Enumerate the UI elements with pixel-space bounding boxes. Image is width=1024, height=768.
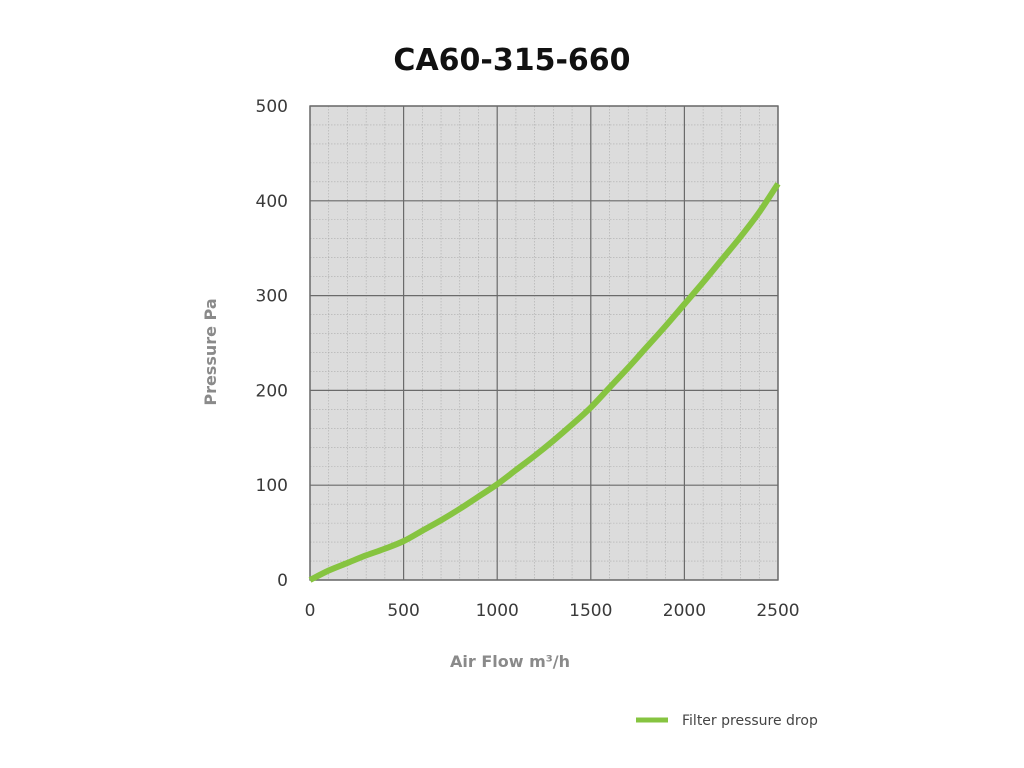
x-axis-ticks: 0 500 1000 1500 2000 2500 xyxy=(305,601,800,621)
x-axis-label: Air Flow m³/h xyxy=(450,652,570,671)
x-tick-label: 1000 xyxy=(476,601,519,621)
x-tick-label: 0 xyxy=(305,601,316,621)
y-axis-ticks: 0 100 200 300 400 500 xyxy=(256,97,288,591)
y-tick-label: 100 xyxy=(256,476,288,496)
x-tick-label: 2000 xyxy=(663,601,706,621)
plot-border xyxy=(309,105,779,581)
series-line-filter-pressure-drop xyxy=(308,182,781,583)
legend: Filter pressure drop xyxy=(636,713,818,729)
legend-label: Filter pressure drop xyxy=(682,713,818,729)
y-tick-label: 500 xyxy=(256,97,288,117)
y-axis-label: Pressure Pa xyxy=(201,298,220,405)
plot-area xyxy=(308,105,781,583)
chart-title: CA60-315-660 xyxy=(393,43,630,78)
y-tick-label: 300 xyxy=(256,287,288,307)
minor-grid xyxy=(310,106,778,580)
plot-background xyxy=(310,106,778,580)
x-tick-label: 500 xyxy=(387,601,419,621)
x-tick-label: 1500 xyxy=(569,601,612,621)
y-tick-label: 200 xyxy=(256,381,288,401)
x-tick-label: 2500 xyxy=(756,601,799,621)
y-tick-label: 0 xyxy=(277,571,288,591)
y-tick-label: 400 xyxy=(256,192,288,212)
